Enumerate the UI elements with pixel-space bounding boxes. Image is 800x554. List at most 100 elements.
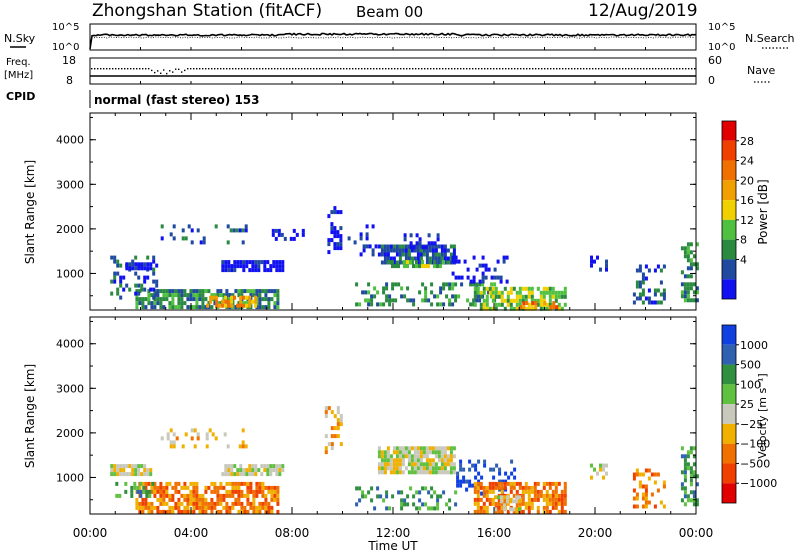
velocity-cell [281, 464, 285, 469]
velocity-cell [401, 458, 405, 463]
power-cell [276, 305, 280, 310]
velocity-cell [392, 470, 396, 475]
power-cell [434, 256, 438, 261]
power-cell [680, 294, 684, 299]
velocity-cell [545, 481, 549, 486]
velocity-cell [204, 489, 208, 494]
power-cell [442, 286, 446, 291]
velocity-cell [545, 505, 549, 510]
power-cell [224, 299, 228, 304]
nave-point [304, 68, 306, 70]
power-cell [530, 286, 534, 291]
velocity-cell [192, 485, 196, 490]
velocity-cell [521, 501, 525, 506]
velocity-cell [536, 509, 540, 514]
freq-label: Freq. [6, 57, 31, 68]
power-cell [276, 289, 280, 294]
nave-point [292, 68, 294, 70]
velocity-cell [140, 464, 144, 469]
nave-point [454, 68, 456, 70]
power-cell [169, 232, 173, 237]
velocity-cell [491, 485, 495, 490]
velocity-cell [237, 497, 241, 502]
velocity-cell [248, 468, 252, 473]
power-cell [248, 299, 252, 304]
power-cell [457, 275, 461, 280]
velocity-cell [237, 509, 241, 514]
power-cell [692, 282, 696, 287]
nave-point [619, 68, 621, 70]
velocity-cell [515, 495, 518, 500]
nave-point [139, 68, 141, 70]
velocity-cell [428, 450, 432, 455]
power-cell [518, 290, 522, 295]
velocity-cell [241, 428, 245, 433]
power-cell [162, 297, 166, 302]
velocity-cell [330, 434, 334, 439]
velocity-cell [491, 489, 495, 494]
power-cell [437, 244, 441, 249]
power-cell [524, 298, 528, 303]
velocity-cell [497, 501, 501, 506]
power-cell [228, 297, 232, 302]
power-cell [110, 255, 114, 260]
velocity-cell [389, 462, 393, 467]
power-cell [659, 300, 663, 305]
power-cell [482, 298, 486, 303]
velocity-cell [260, 464, 264, 469]
velocity-cell [449, 458, 453, 463]
velocity-cell [373, 506, 377, 511]
power-cell [457, 294, 461, 299]
velocity-cell [130, 493, 134, 498]
velocity-cell [207, 505, 211, 510]
velocity-cell [494, 501, 498, 506]
power-cell [135, 305, 139, 310]
velocity-cell [219, 485, 223, 490]
power-cell [275, 268, 279, 273]
power-cell [201, 305, 205, 310]
power-cell [401, 244, 405, 249]
power-cell [442, 260, 445, 265]
velocity-cell [428, 466, 432, 471]
velocity-cell [330, 410, 334, 415]
power-cell [365, 244, 369, 249]
power-cell [333, 226, 337, 231]
nave-point [691, 68, 693, 70]
velocity-cell [276, 493, 280, 498]
power-cell [248, 295, 252, 300]
velocity-cell [482, 489, 486, 494]
nave-point [616, 68, 618, 70]
velocity-cell [641, 496, 645, 501]
velocity-cell [680, 486, 684, 491]
velocity-cell [115, 481, 119, 486]
velocity-cell [330, 426, 334, 431]
nave-point [592, 68, 594, 70]
nave-point [565, 68, 567, 70]
velocity-cell [500, 485, 504, 490]
velocity-cell [156, 489, 160, 494]
nave-point [637, 68, 639, 70]
power-cell [355, 302, 359, 307]
velocity-cell [485, 497, 489, 502]
power-cell [632, 292, 636, 297]
velocity-cell [201, 505, 205, 510]
colorbar-tick-label: 12 [740, 214, 754, 227]
velocity-cell [216, 501, 220, 506]
power-cell [241, 228, 245, 233]
velocity-cell [246, 485, 250, 490]
velocity-cell [557, 501, 561, 506]
velocity-cell [189, 493, 193, 498]
velocity-cell [166, 432, 170, 437]
velocity-cell [255, 505, 259, 510]
velocity-cell [436, 494, 440, 499]
velocity-cell [276, 485, 280, 490]
power-cell [488, 286, 492, 291]
nave-point [247, 68, 249, 70]
power-cell [421, 260, 424, 265]
velocity-cell [180, 493, 184, 498]
power-cell [487, 267, 491, 272]
power-cell [273, 305, 277, 310]
velocity-cell [269, 468, 273, 473]
velocity-cell [213, 481, 217, 486]
power-cell [231, 293, 235, 298]
